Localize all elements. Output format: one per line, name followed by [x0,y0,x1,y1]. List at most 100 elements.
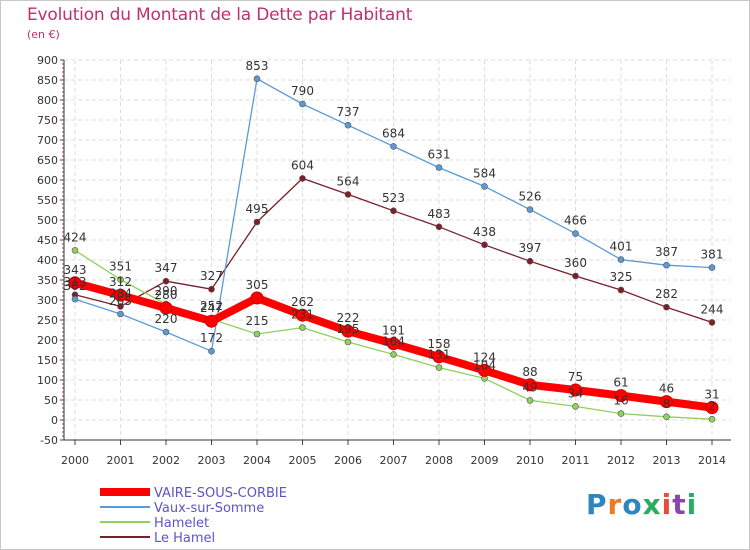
x-tick-label: 2011 [562,454,590,467]
data-point-vaire-sous-corbie [614,389,628,403]
data-label-hamelet: 104 [473,358,496,372]
data-label-le-hamel: 397 [519,241,542,255]
data-label-vaire-sous-corbie: 280 [155,288,178,302]
data-point-vaire-sous-corbie [114,288,127,302]
data-label-le-hamel: 313 [64,275,87,289]
data-label-vaux-sur-somme: 737 [337,105,360,119]
data-label-vaux-sur-somme: 853 [246,59,269,73]
data-point-vaux-sur-somme [162,328,170,336]
data-point-le-hamel [117,303,124,310]
legend-label: VAIRE-SOUS-CORBIE [154,486,287,501]
plot-area [64,60,731,440]
x-tick-label: 2001 [107,454,135,467]
data-point-vaire-sous-corbie [432,350,446,364]
data-label-vaux-sur-somme: 684 [382,126,405,140]
data-point-vaire-sous-corbie [68,276,82,290]
y-tick-label: 400 [37,254,58,267]
data-point-vaux-sur-somme [299,100,306,108]
data-label-hamelet: 231 [291,308,314,322]
logo-letter: r [607,488,623,521]
y-unit-label: (en €) [27,28,60,41]
data-point-le-hamel [572,272,579,280]
data-point-le-hamel [663,303,670,311]
data-point-vaux-sur-somme [71,295,79,303]
y-tick-label: 900 [37,54,58,67]
data-label-hamelet: 16 [613,394,628,408]
data-label-vaux-sur-somme: 584 [473,166,496,180]
data-point-le-hamel [299,175,306,182]
data-label-hamelet: 2 [708,399,716,413]
data-label-hamelet: 252 [200,299,223,313]
data-label-le-hamel: 284 [109,286,132,300]
data-point-vaux-sur-somme [617,256,625,263]
y-tick-label: 200 [37,334,58,347]
x-tick-label: 2012 [607,454,635,467]
data-label-vaire-sous-corbie: 88 [522,365,537,379]
data-label-vaire-sous-corbie: 75 [568,370,583,384]
logo-letter: i [686,488,698,521]
data-label-le-hamel: 244 [701,302,724,316]
data-label-vaux-sur-somme: 381 [701,248,724,262]
data-point-vaux-sur-somme [390,143,397,150]
data-label-vaire-sous-corbie: 262 [291,295,314,309]
x-tick-label: 2002 [152,454,180,467]
data-point-vaux-sur-somme [572,230,579,237]
data-label-hamelet: 290 [155,284,178,298]
data-label-vaux-sur-somme: 220 [155,312,178,326]
y-tick-label: 50 [44,394,58,407]
data-point-vaux-sur-somme [526,206,534,213]
data-point-hamelet [299,324,306,331]
data-label-le-hamel: 327 [200,269,223,283]
y-tick-label: -50 [40,434,58,447]
y-tick-label: 350 [37,274,58,287]
data-label-vaux-sur-somme: 790 [291,84,314,98]
x-tick-label: 2014 [698,454,726,467]
data-point-hamelet [253,330,261,338]
data-point-vaire-sous-corbie [205,314,218,328]
data-point-vaire-sous-corbie [296,308,309,322]
y-tick-label: 800 [37,94,58,107]
data-point-vaux-sur-somme [208,347,215,355]
data-label-vaire-sous-corbie: 61 [613,376,628,390]
data-point-vaux-sur-somme [117,310,124,318]
legend-label: Le Hamel [154,531,215,546]
data-label-vaux-sur-somme: 526 [519,190,542,204]
data-label-vaux-sur-somme: 172 [200,331,223,345]
y-tick-label: 700 [37,134,58,147]
data-label-vaire-sous-corbie: 191 [382,324,405,338]
x-tick-label: 2009 [471,454,499,467]
data-label-vaux-sur-somme: 302 [64,279,87,293]
data-point-vaire-sous-corbie [341,324,355,338]
proxiti-logo: Proxiti [586,488,697,521]
data-label-vaire-sous-corbie: 247 [200,301,223,315]
data-label-hamelet: 424 [64,230,87,244]
data-label-vaire-sous-corbie: 305 [246,278,269,292]
data-point-vaire-sous-corbie [159,301,173,315]
y-tick-label: 650 [37,154,58,167]
data-label-hamelet: 131 [428,348,451,362]
logo-letter: i [661,488,673,521]
data-label-le-hamel: 604 [291,158,314,172]
y-tick-label: 750 [37,114,58,127]
data-label-le-hamel: 325 [610,270,633,284]
data-label-hamelet: 49 [522,380,537,394]
data-point-hamelet [617,410,625,417]
y-tick-label: 600 [37,174,58,187]
data-point-vaux-sur-somme [435,164,443,171]
data-point-hamelet [71,247,79,254]
data-point-hamelet [117,276,124,283]
data-label-vaux-sur-somme: 265 [109,294,132,308]
y-tick-label: 250 [37,314,58,327]
data-point-vaux-sur-somme [344,121,352,129]
data-label-hamelet: 195 [337,322,360,336]
x-tick-label: 2013 [653,454,681,467]
data-label-vaire-sous-corbie: 46 [659,382,674,396]
data-point-le-hamel [390,207,397,215]
data-label-vaire-sous-corbie: 124 [473,350,496,364]
data-point-vaire-sous-corbie [660,395,673,409]
data-point-le-hamel [617,286,625,294]
data-label-vaux-sur-somme: 401 [610,240,633,254]
data-point-le-hamel [481,241,488,249]
data-point-vaire-sous-corbie [569,383,582,397]
